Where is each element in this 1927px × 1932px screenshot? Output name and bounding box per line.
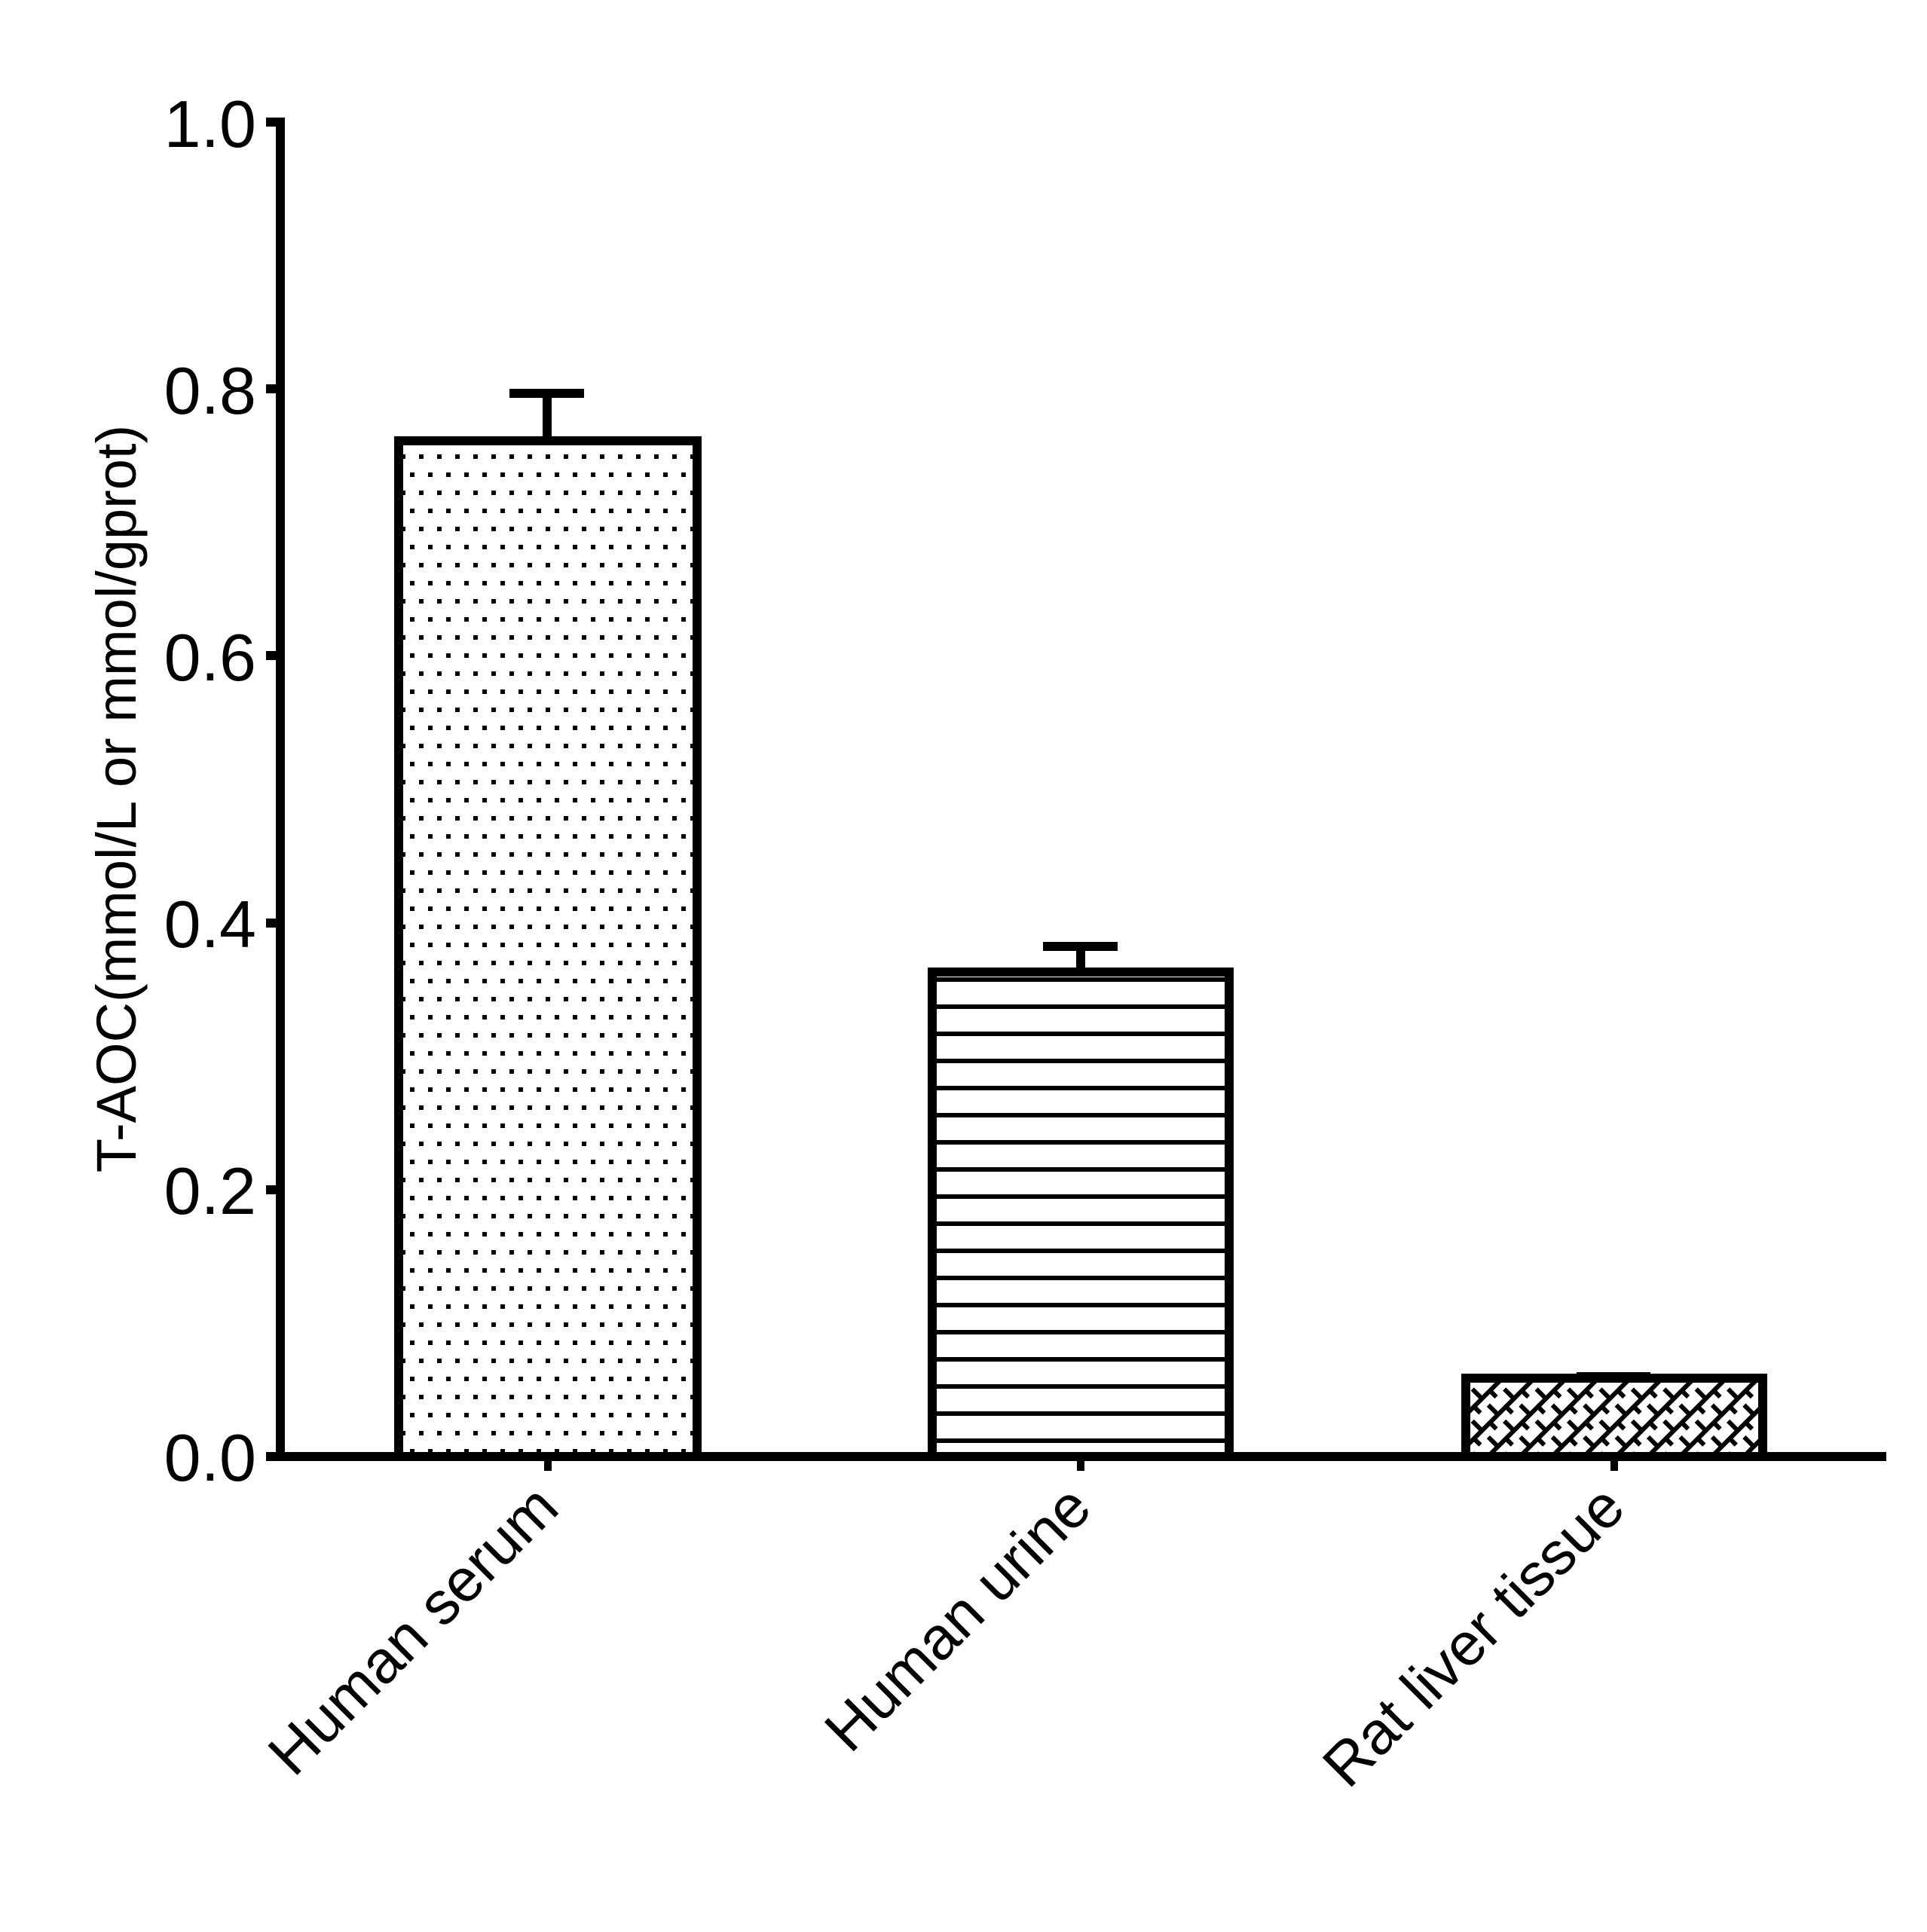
category-label-rat-liver-tissue: Rat liver tissue: [1310, 1472, 1637, 1799]
y-tick-label: 1.0: [164, 87, 256, 161]
y-tick-label: 0.4: [164, 887, 256, 961]
y-tick-label: 0.2: [164, 1154, 256, 1228]
y-tick-label: 0.0: [164, 1420, 256, 1495]
y-tick-label: 0.8: [164, 353, 256, 428]
bar-human-urine: [928, 942, 1234, 1461]
bar-pattern-dots: [399, 441, 697, 1457]
category-label-human-urine: Human urine: [812, 1472, 1103, 1764]
bar-rat-liver-tissue: [1461, 1372, 1767, 1461]
category-label-human-serum: Human serum: [255, 1472, 570, 1787]
y-axis-title-text: T-AOC(mmol/L or mmol/gprot): [85, 425, 148, 1172]
bar-pattern-crosshatch: [1466, 1378, 1763, 1457]
y-tick-label: 0.6: [164, 620, 256, 695]
x-axis-category-labels: Human serum Human urine Rat liver tissue: [255, 1472, 1637, 1799]
y-axis-title: T-AOC(mmol/L or mmol/gprot): [85, 425, 148, 1172]
axes: [266, 118, 1886, 1471]
y-axis-tick-labels: 0.0 0.2 0.4 0.6 0.8 1.0: [164, 87, 256, 1495]
bars: [394, 389, 1767, 1461]
bar-pattern-lines: [932, 972, 1229, 1457]
bar-human-serum: [394, 389, 702, 1461]
